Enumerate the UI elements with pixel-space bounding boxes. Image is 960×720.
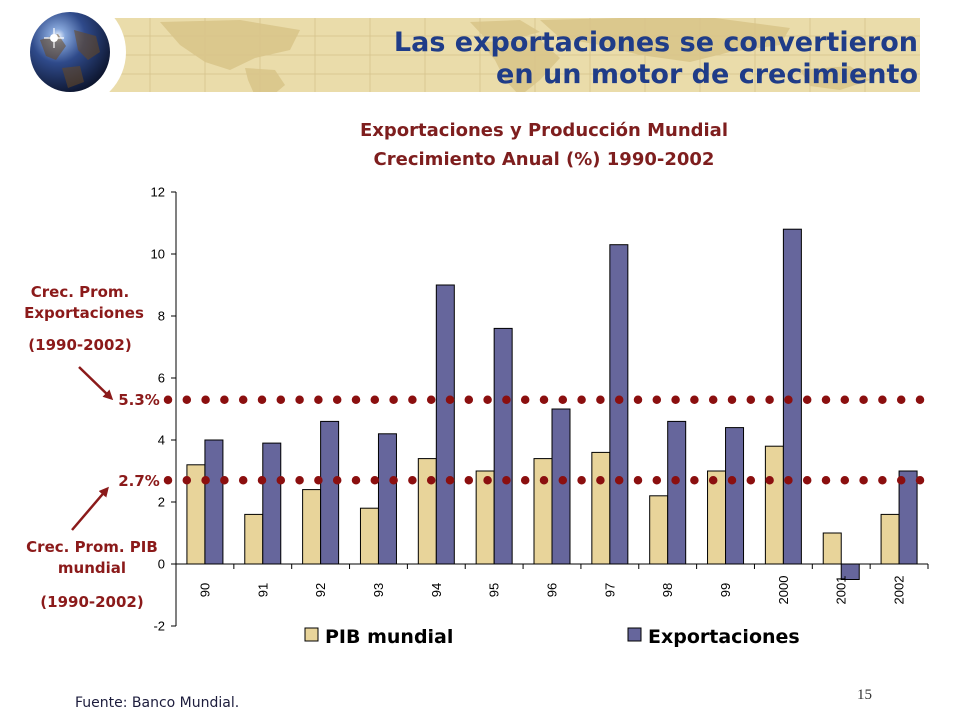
legend-label-exportaciones: Exportaciones: [648, 626, 800, 648]
page-number: 15: [857, 687, 872, 703]
y-tick-label: 4: [158, 433, 165, 448]
bar-exportaciones-99: [725, 427, 745, 565]
bar-exportaciones-90: [204, 439, 224, 565]
y-tick-label: 0: [158, 557, 165, 572]
x-category-label: 93: [371, 583, 386, 597]
x-category-label: 2000: [776, 576, 791, 605]
annotation-exports-line-3: (1990-2002): [28, 336, 131, 354]
slide-title-line-1: Las exportaciones se convertieron: [393, 27, 918, 58]
x-category-label: 96: [545, 583, 560, 597]
bar-pib-mundial-91: [244, 513, 264, 565]
globe-icon: [30, 12, 110, 92]
legend-label-pib-mundial: PIB mundial: [325, 626, 453, 648]
map-continent-north-america: [160, 20, 300, 70]
annotation-exports-arrow: [78, 366, 114, 401]
x-category-label: 90: [197, 583, 212, 597]
x-category-label: 94: [429, 583, 444, 597]
chart-subtitle: Crecimiento Anual (%) 1990-2002: [373, 149, 715, 170]
title-banner: [14, 0, 920, 108]
map-continent-asia: [540, 18, 790, 62]
slide-title-line-2: en un motor de crecimiento: [496, 59, 918, 90]
annotation-exports-line-2: Exportaciones: [24, 304, 144, 322]
bar-exportaciones-94: [435, 284, 455, 565]
bar-pib-mundial-2002: [880, 513, 900, 565]
reference-line-label: 2.7%: [118, 472, 160, 490]
bar-pib-mundial-2000: [764, 445, 784, 565]
legend-swatch-exportaciones: [627, 627, 642, 642]
annotation-pib-line-2: mundial: [58, 559, 126, 577]
annotation-pib: Crec. Prom. PIB mundial (1990-2002): [26, 538, 158, 611]
reference-line-label: 5.3%: [118, 391, 160, 409]
axes: -2 0 2 4 6 8 10 12: [151, 185, 929, 634]
map-continent-south-america: [245, 68, 285, 92]
legend: PIB mundial Exportaciones: [304, 626, 800, 648]
map-continent-europe: [470, 20, 540, 40]
slide-title: Las exportaciones se convertieron en un …: [394, 27, 918, 91]
legend-swatch-pib-mundial: [304, 627, 319, 642]
annotation-exports: Crec. Prom. Exportaciones (1990-2002): [24, 283, 144, 354]
map-continent-africa: [480, 40, 560, 92]
x-category-label: 91: [255, 583, 270, 597]
y-tick-label: 6: [158, 371, 165, 386]
bar-exportaciones-97: [609, 244, 629, 565]
bar-exportaciones-92: [320, 420, 340, 565]
annotation-pib-arrow: [71, 486, 109, 531]
bar-pib-mundial-92: [302, 489, 322, 565]
y-tick-label: -2: [153, 619, 165, 634]
annotation-exports-line-1: Crec. Prom.: [31, 283, 129, 301]
y-tick-label: 8: [158, 309, 165, 324]
world-map-pattern: [60, 18, 920, 92]
bar-pib-mundial-94: [417, 458, 437, 565]
bar-pib-mundial-95: [475, 470, 495, 565]
bar-exportaciones-91: [262, 442, 282, 565]
bar-exportaciones-98: [667, 420, 687, 565]
x-category-label: 2002: [892, 576, 907, 605]
bar-exportaciones-93: [377, 433, 397, 565]
category-labels: 90 91 92 93 94 95 96 97 98 99 2000 2001 2002: [197, 576, 906, 605]
bar-pib-mundial-97: [591, 451, 611, 565]
bar-pib-mundial-98: [649, 495, 669, 565]
x-category-label: 2001: [834, 576, 849, 605]
reference-lines: 5.3% 2.7%: [118, 391, 925, 490]
bar-exportaciones-95: [493, 327, 513, 565]
map-continent-australia: [800, 66, 870, 90]
x-category-label: 98: [660, 583, 675, 597]
bar-pib-mundial-2001: [822, 532, 842, 565]
bar-exportaciones-2001: [840, 563, 860, 580]
y-tick-label: 2: [158, 495, 165, 510]
bar-pib-mundial-99: [707, 470, 727, 565]
annotation-pib-line-1: Crec. Prom. PIB: [26, 538, 158, 556]
annotation-pib-line-3: (1990-2002): [40, 593, 143, 611]
bar-exportaciones-2002: [898, 470, 918, 565]
source-note: Fuente: Banco Mundial.: [75, 695, 240, 711]
bars: [186, 228, 918, 580]
x-category-label: 95: [487, 583, 502, 597]
bar-pib-mundial-93: [359, 507, 379, 565]
bar-exportaciones-96: [551, 408, 571, 565]
bar-pib-mundial-96: [533, 458, 553, 565]
y-tick-label: 10: [151, 247, 165, 262]
chart-title-block: Exportaciones y Producción Mundial Creci…: [244, 116, 844, 174]
chart-title: Exportaciones y Producción Mundial: [360, 120, 728, 141]
x-category-label: 92: [313, 583, 328, 597]
y-tick-label: 12: [151, 185, 165, 200]
x-category-label: 97: [602, 583, 617, 597]
x-category-label: 99: [718, 583, 733, 597]
